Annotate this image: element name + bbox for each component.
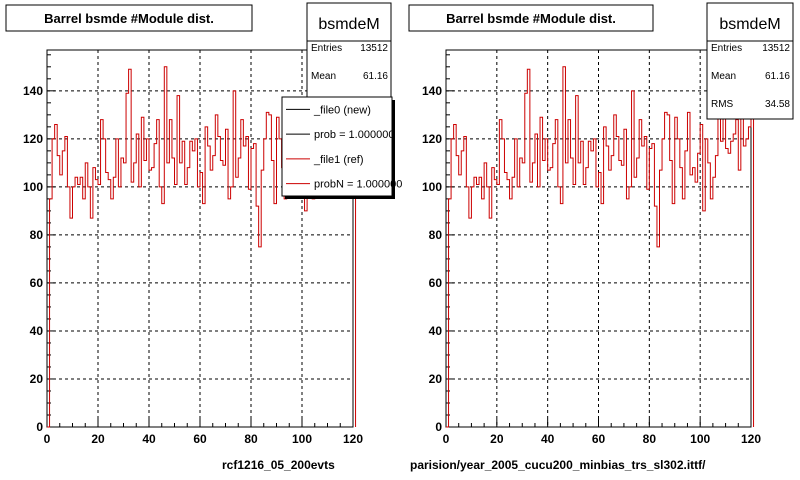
stats-box — [306, 2, 392, 99]
x-tick-label: 40 — [142, 432, 156, 446]
x-tick-label: 0 — [44, 432, 51, 446]
stats-value: 34.58 — [765, 99, 790, 110]
y-tick-label: 60 — [30, 276, 44, 290]
x-tick-label: 100 — [690, 432, 710, 446]
legend-box — [281, 96, 393, 197]
title-box — [408, 4, 654, 32]
x-tick-label: 120 — [343, 432, 363, 446]
x-tick-label: 20 — [490, 432, 504, 446]
stats-box — [706, 2, 794, 120]
y-tick-label: 80 — [30, 228, 44, 242]
x-tick-label: 80 — [643, 432, 657, 446]
x-tick-label: 40 — [541, 432, 555, 446]
legend-label: _file1 (ref) — [313, 154, 364, 166]
x-tick-label: 80 — [244, 432, 258, 446]
legend-label: _file0 (new) — [313, 104, 371, 116]
legend-label: probN = 1.000000 — [314, 179, 402, 191]
x-tick-label: 120 — [741, 432, 761, 446]
y-tick-label: 100 — [23, 180, 43, 194]
y-tick-label: 0 — [435, 420, 442, 434]
y-tick-label: 0 — [36, 420, 43, 434]
stats-label: Mean — [311, 71, 336, 82]
y-tick-label: 20 — [429, 372, 443, 386]
y-tick-label: 60 — [429, 276, 443, 290]
chart-panel-2: 0 20 40 60 80 100 120 0 20 40 60 80 100 120 140 Barrel … — [408, 2, 794, 472]
x-tick-label: 0 — [443, 432, 450, 446]
stats-label: RMS — [711, 99, 734, 110]
stats-label: Entries — [311, 43, 342, 54]
y-tick-label: 40 — [429, 324, 443, 338]
title-box — [5, 4, 253, 32]
x-tick-label: 60 — [193, 432, 207, 446]
chart-title: Barrel bsmde #Module dist. — [446, 11, 616, 26]
y-tick-label: 140 — [23, 84, 43, 98]
chart-panel-1: 0 20 40 60 80 100 120 0 20 40 60 80 100 120 140 Barrel … — [5, 2, 402, 472]
stats-value: 13512 — [762, 43, 790, 54]
x-tick-label: 20 — [91, 432, 105, 446]
y-tick-label: 120 — [422, 132, 442, 146]
y-tick-label: 120 — [23, 132, 43, 146]
y-tick-label: 40 — [30, 324, 44, 338]
stats-value: 13512 — [360, 43, 388, 54]
footer-label: rcf1216_05_200evts — [222, 458, 335, 472]
y-tick-label: 140 — [422, 84, 442, 98]
stats-name: bsmdeM — [719, 16, 780, 33]
x-tick-label: 60 — [592, 432, 606, 446]
stats-name: bsmdeM — [318, 16, 379, 33]
legend-label: prob = 1.000000 — [314, 129, 394, 141]
y-tick-label: 80 — [429, 228, 443, 242]
stats-label: Mean — [711, 71, 736, 82]
y-tick-label: 20 — [30, 372, 44, 386]
histogram-series-line — [446, 66, 755, 428]
footer-label: parision/year_2005_cucu200_minbias_trs_s… — [410, 458, 706, 472]
chart-title: Barrel bsmde #Module dist. — [44, 11, 214, 26]
stats-value: 61.16 — [363, 71, 388, 82]
y-tick-label: 100 — [422, 180, 442, 194]
stats-label: Entries — [711, 43, 742, 54]
stats-value: 61.16 — [765, 71, 790, 82]
x-tick-label: 100 — [292, 432, 312, 446]
